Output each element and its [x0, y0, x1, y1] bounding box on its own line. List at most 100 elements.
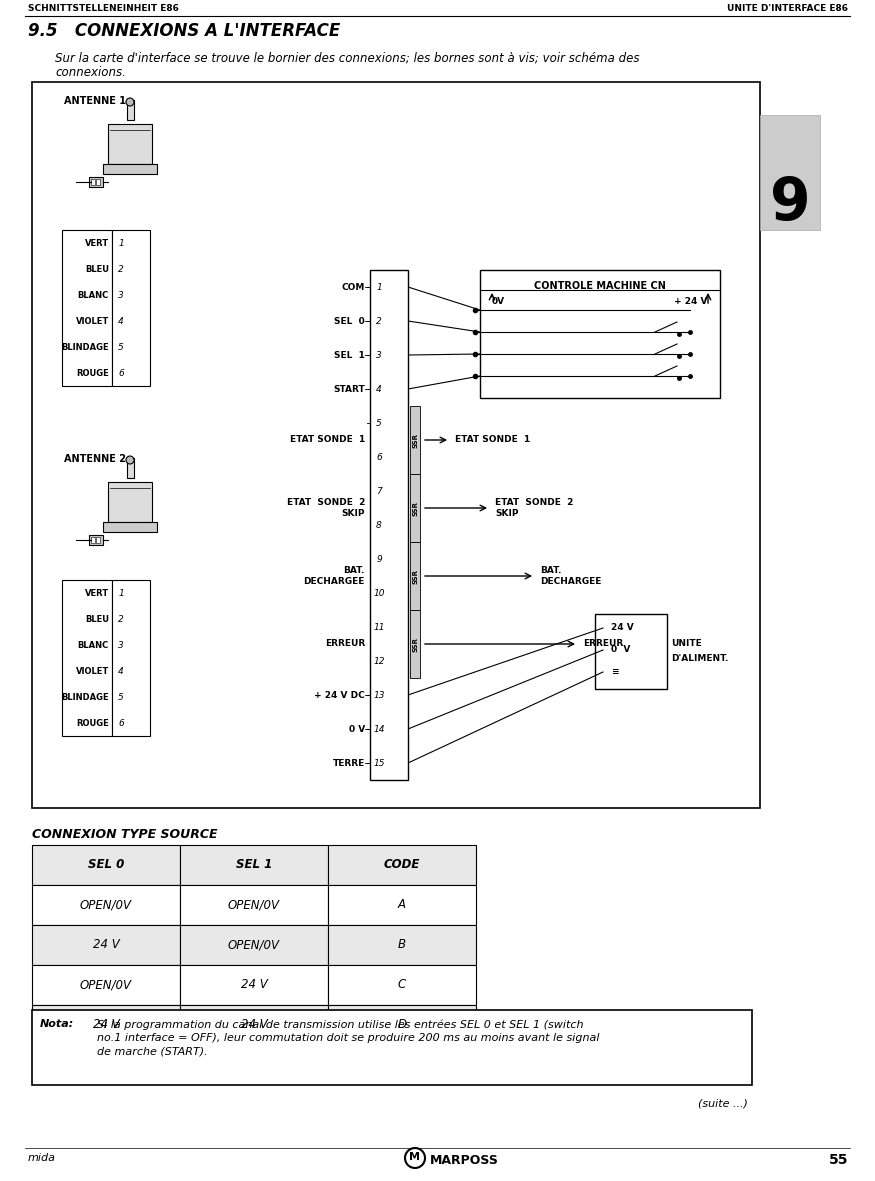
Text: ETAT  SONDE  2
SKIP: ETAT SONDE 2 SKIP: [287, 498, 365, 517]
Text: 15: 15: [374, 758, 385, 768]
Text: 5: 5: [118, 692, 124, 702]
Text: 4: 4: [118, 317, 124, 326]
Bar: [32, 925, 180, 965]
Text: 2: 2: [376, 317, 382, 326]
Bar: [328, 844, 476, 885]
Text: 11: 11: [374, 622, 385, 632]
Text: UNITE D'INTERFACE E86: UNITE D'INTERFACE E86: [727, 4, 848, 13]
Bar: [180, 844, 328, 885]
Text: SEL 0: SEL 0: [88, 859, 124, 872]
Text: ≡: ≡: [611, 667, 619, 677]
Bar: [391, 715, 405, 743]
Text: 9: 9: [376, 555, 382, 563]
Bar: [32, 965, 180, 1005]
Bar: [89, 177, 103, 187]
Text: SSR: SSR: [412, 568, 418, 583]
Text: SEL  1: SEL 1: [334, 351, 365, 359]
Text: BAT.
DECHARGEE: BAT. DECHARGEE: [540, 567, 601, 586]
Text: 0V: 0V: [492, 296, 505, 306]
Bar: [391, 376, 405, 403]
Text: 7: 7: [376, 487, 382, 496]
Bar: [391, 409, 405, 437]
Bar: [391, 341, 405, 368]
Bar: [32, 1005, 180, 1045]
Text: TERRE: TERRE: [332, 758, 365, 768]
Text: ETAT SONDE  1: ETAT SONDE 1: [290, 436, 365, 444]
Text: CONNEXION TYPE SOURCE: CONNEXION TYPE SOURCE: [32, 828, 218, 841]
Text: BLANC: BLANC: [78, 640, 109, 650]
Bar: [133, 363, 147, 383]
Bar: [328, 965, 476, 1005]
Bar: [133, 311, 147, 331]
Bar: [180, 885, 328, 925]
Text: OPEN/0V: OPEN/0V: [228, 899, 280, 912]
Bar: [62, 230, 112, 386]
Bar: [108, 124, 152, 164]
Text: OPEN/0V: OPEN/0V: [228, 939, 280, 952]
Bar: [410, 474, 420, 542]
Circle shape: [126, 456, 134, 464]
Bar: [32, 844, 180, 885]
Bar: [391, 681, 405, 709]
Bar: [89, 535, 103, 544]
Bar: [410, 542, 420, 611]
Bar: [127, 458, 134, 478]
Text: ERREUR: ERREUR: [583, 639, 623, 648]
Text: 3: 3: [376, 351, 382, 359]
Text: ROUGE: ROUGE: [76, 368, 109, 378]
Bar: [96, 180, 100, 185]
Text: ETAT SONDE  1: ETAT SONDE 1: [455, 436, 530, 444]
Text: OPEN/0V: OPEN/0V: [80, 899, 132, 912]
Bar: [391, 613, 405, 641]
Text: + 24 V: + 24 V: [675, 296, 708, 306]
Text: VERT: VERT: [85, 239, 109, 248]
Text: SEL 1: SEL 1: [236, 859, 272, 872]
Bar: [180, 965, 328, 1005]
Bar: [595, 614, 667, 689]
Text: 24 V: 24 V: [93, 1018, 119, 1031]
Bar: [32, 885, 180, 925]
Text: 0 V: 0 V: [349, 724, 365, 733]
Text: (suite ...): (suite ...): [698, 1098, 748, 1108]
Text: mida: mida: [28, 1153, 56, 1163]
Text: SEL  0: SEL 0: [334, 317, 365, 326]
Bar: [133, 337, 147, 357]
Bar: [180, 925, 328, 965]
Text: 4: 4: [376, 385, 382, 393]
Text: BAT.
DECHARGEE: BAT. DECHARGEE: [304, 567, 365, 586]
Text: Sur la carte d'interface se trouve le bornier des connexions; les bornes sont à : Sur la carte d'interface se trouve le bo…: [55, 52, 640, 65]
Bar: [391, 647, 405, 676]
Bar: [133, 635, 147, 655]
Text: M: M: [410, 1151, 421, 1162]
Text: VIOLET: VIOLET: [76, 666, 109, 676]
Text: 6: 6: [118, 368, 124, 378]
Text: 4: 4: [118, 666, 124, 676]
Text: SSR: SSR: [412, 637, 418, 652]
Text: 1: 1: [118, 239, 124, 248]
Bar: [480, 270, 720, 398]
Bar: [133, 609, 147, 629]
Text: 24 V: 24 V: [611, 624, 634, 633]
Text: 24 V: 24 V: [93, 939, 119, 952]
Text: VERT: VERT: [85, 588, 109, 598]
Bar: [180, 1005, 328, 1045]
Text: 5: 5: [118, 342, 124, 352]
Bar: [328, 885, 476, 925]
Bar: [133, 259, 147, 279]
Bar: [391, 511, 405, 539]
Text: BLINDAGE: BLINDAGE: [61, 342, 109, 352]
Text: 13: 13: [374, 691, 385, 699]
Text: 14: 14: [374, 724, 385, 733]
Bar: [391, 273, 405, 301]
Text: 5: 5: [376, 418, 382, 428]
Bar: [391, 749, 405, 777]
Bar: [91, 180, 95, 185]
Text: SCHNITTSTELLENEINHEIT E86: SCHNITTSTELLENEINHEIT E86: [28, 4, 178, 13]
Text: A: A: [398, 899, 406, 912]
Text: 8: 8: [376, 521, 382, 529]
Text: OPEN/0V: OPEN/0V: [80, 979, 132, 992]
Bar: [108, 482, 152, 522]
Text: connexions.: connexions.: [55, 66, 126, 79]
Text: VIOLET: VIOLET: [76, 317, 109, 326]
Text: 9: 9: [770, 175, 810, 231]
